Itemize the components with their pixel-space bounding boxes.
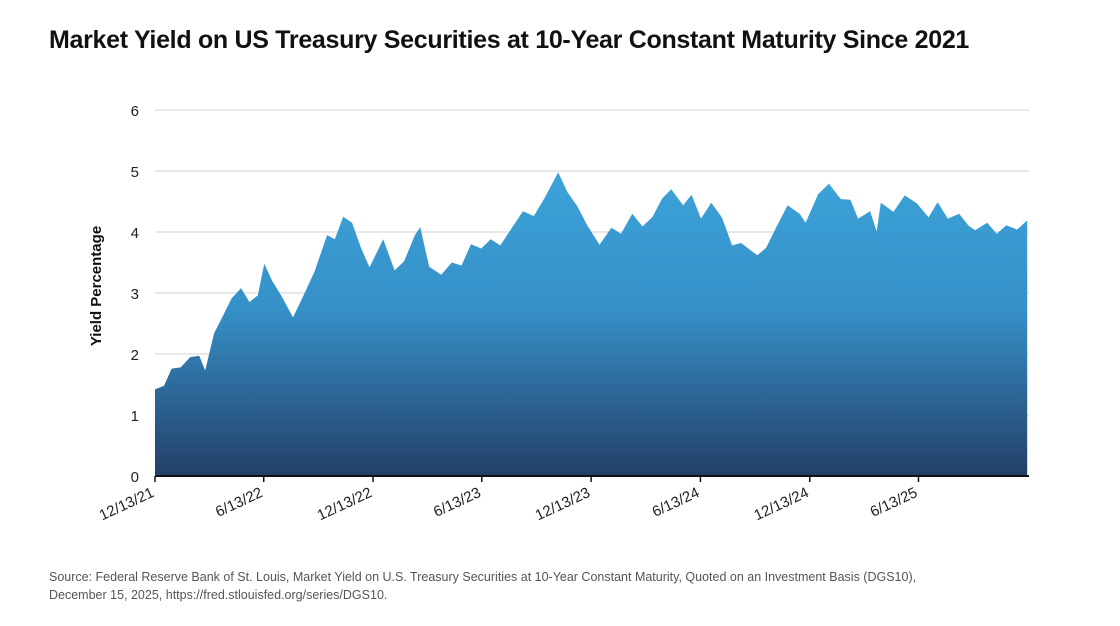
y-tick-label: 2 [131, 347, 139, 364]
x-tick-label: 12/13/24 [751, 484, 811, 524]
x-tick-label: 12/13/21 [97, 484, 157, 524]
y-tick-label: 1 [131, 408, 139, 425]
x-axis: 12/13/21 6/13/22 12/13/22 6/13/23 12/13/23 6/… [97, 475, 1029, 524]
y-tick-label: 4 [131, 225, 139, 242]
source-line-2: December 15, 2025, https://fred.stlouisf… [49, 588, 388, 602]
x-tick-label: 12/13/22 [315, 484, 375, 524]
y-tick-label: 3 [131, 286, 139, 303]
y-axis-label: Yield Percentage [88, 226, 105, 346]
y-tick-label: 0 [131, 469, 139, 486]
chart-title: Market Yield on US Treasury Securities a… [49, 26, 970, 54]
x-tick-label: 6/13/22 [213, 484, 266, 521]
source-note: Source: Federal Reserve Bank of St. Loui… [49, 568, 1089, 604]
y-tick-label: 6 [131, 103, 139, 120]
source-line-1: Source: Federal Reserve Bank of St. Loui… [49, 570, 917, 584]
x-tick-label: 6/13/25 [868, 484, 921, 521]
x-tick-label: 6/13/24 [650, 484, 703, 521]
x-tick-label: 12/13/23 [533, 484, 593, 524]
yield-area-series [155, 172, 1028, 476]
y-axis-ticks: 0 1 2 3 4 5 6 [131, 103, 139, 486]
x-tick-label: 6/13/23 [431, 484, 484, 521]
y-tick-label: 5 [131, 164, 139, 181]
